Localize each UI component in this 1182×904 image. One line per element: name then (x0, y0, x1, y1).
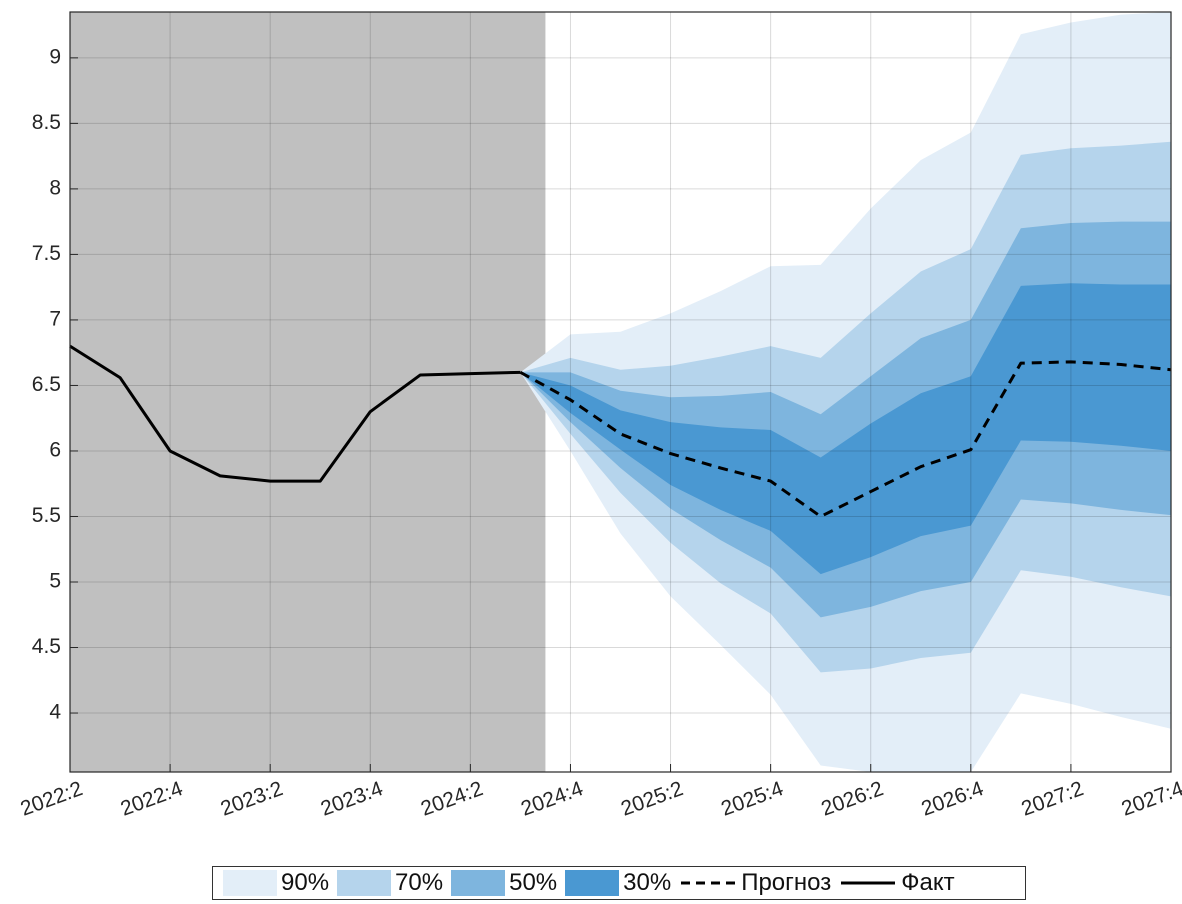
x-tick-label: 2026:2 (818, 777, 886, 821)
x-tick-label: 2024:4 (518, 777, 587, 821)
fan-chart: 4 4.5 5 5.5 6 6.5 7 7.5 8 8.5 9 2022:2 2022:4 2023:2… (17, 11, 1182, 821)
y-tick-label: 5 (49, 570, 61, 593)
series-lines (69, 344, 1172, 518)
x-tick-label: 2025:4 (718, 777, 787, 821)
legend-swatch-50 (451, 870, 506, 896)
legend-dashed-line (681, 881, 736, 885)
x-tick-label: 2024:2 (418, 777, 486, 821)
legend-item-50: 50% (451, 869, 557, 897)
history-shading (70, 12, 546, 772)
y-axis-ticks: 4 4.5 5 5.5 6 6.5 7 7.5 8 8.5 9 (32, 45, 78, 724)
x-tick-label: 2022:4 (118, 777, 187, 821)
y-tick-label: 6 (49, 439, 61, 462)
x-tick-label: 2025:2 (618, 777, 686, 821)
y-tick-label: 4 (49, 701, 61, 724)
x-tick-label: 2023:4 (318, 777, 387, 821)
x-tick-label: 2027:2 (1018, 777, 1086, 821)
actual-line (69, 344, 521, 483)
legend-item-30: 30% (565, 869, 671, 897)
y-tick-label: 7 (49, 307, 61, 330)
x-tick-label: 2026:4 (918, 777, 987, 821)
legend-solid-line (841, 881, 896, 885)
y-tick-label: 9 (49, 45, 61, 68)
legend-swatch-30 (565, 870, 620, 896)
legend-label-actual: Факт (901, 869, 955, 896)
legend-item-forecast: Прогноз (679, 869, 831, 897)
forecast-line (519, 360, 1172, 518)
x-tick-label: 2022:2 (17, 777, 85, 821)
forecast-bands (520, 12, 1171, 772)
legend-label-70: 70% (395, 869, 444, 896)
legend-label-90: 90% (281, 869, 330, 896)
grid-lines (69, 12, 1172, 772)
legend-label-50: 50% (509, 869, 558, 896)
legend-item-actual: Факт (839, 869, 955, 897)
legend-swatch-90 (223, 870, 277, 896)
legend-label-forecast: Прогноз (741, 869, 832, 896)
legend-label-30: 30% (623, 869, 672, 896)
y-tick-label: 6.5 (32, 373, 61, 396)
x-tick-label: 2027:4 (1118, 777, 1182, 821)
x-tick-label: 2023:2 (218, 777, 286, 821)
y-tick-label: 4.5 (32, 635, 61, 658)
legend-item-90: 90% (223, 869, 329, 897)
band-30 (520, 283, 1171, 575)
legend-swatch-70 (337, 870, 392, 896)
plot-frame (69, 11, 1172, 773)
chart-legend: 90% 70% 50% 30% Прогноз Факт (212, 866, 1026, 900)
y-tick-label: 8.5 (32, 111, 61, 134)
y-tick-label: 7.5 (32, 242, 61, 265)
legend-item-70: 70% (337, 869, 443, 897)
y-tick-label: 8 (49, 176, 61, 199)
y-tick-label: 5.5 (32, 504, 61, 527)
